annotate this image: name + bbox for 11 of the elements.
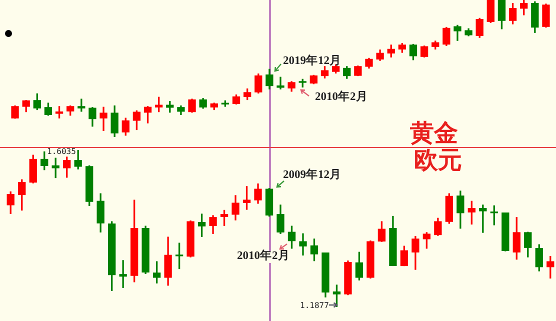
- chart-title: 欧元: [414, 146, 462, 174]
- candlestick: [119, 260, 127, 288]
- annotation: 1.1877: [300, 301, 329, 310]
- annotation: 2010年2月: [315, 91, 368, 104]
- candlestick: [299, 233, 307, 256]
- annotation: 2009年12月: [283, 169, 342, 182]
- annotation: 2019年12月: [283, 55, 342, 68]
- annotation: 2010年2月: [237, 250, 290, 262]
- annotation: 1.6035: [47, 147, 76, 156]
- candlestick: [276, 76, 284, 90]
- text: 黄金: [410, 119, 458, 147]
